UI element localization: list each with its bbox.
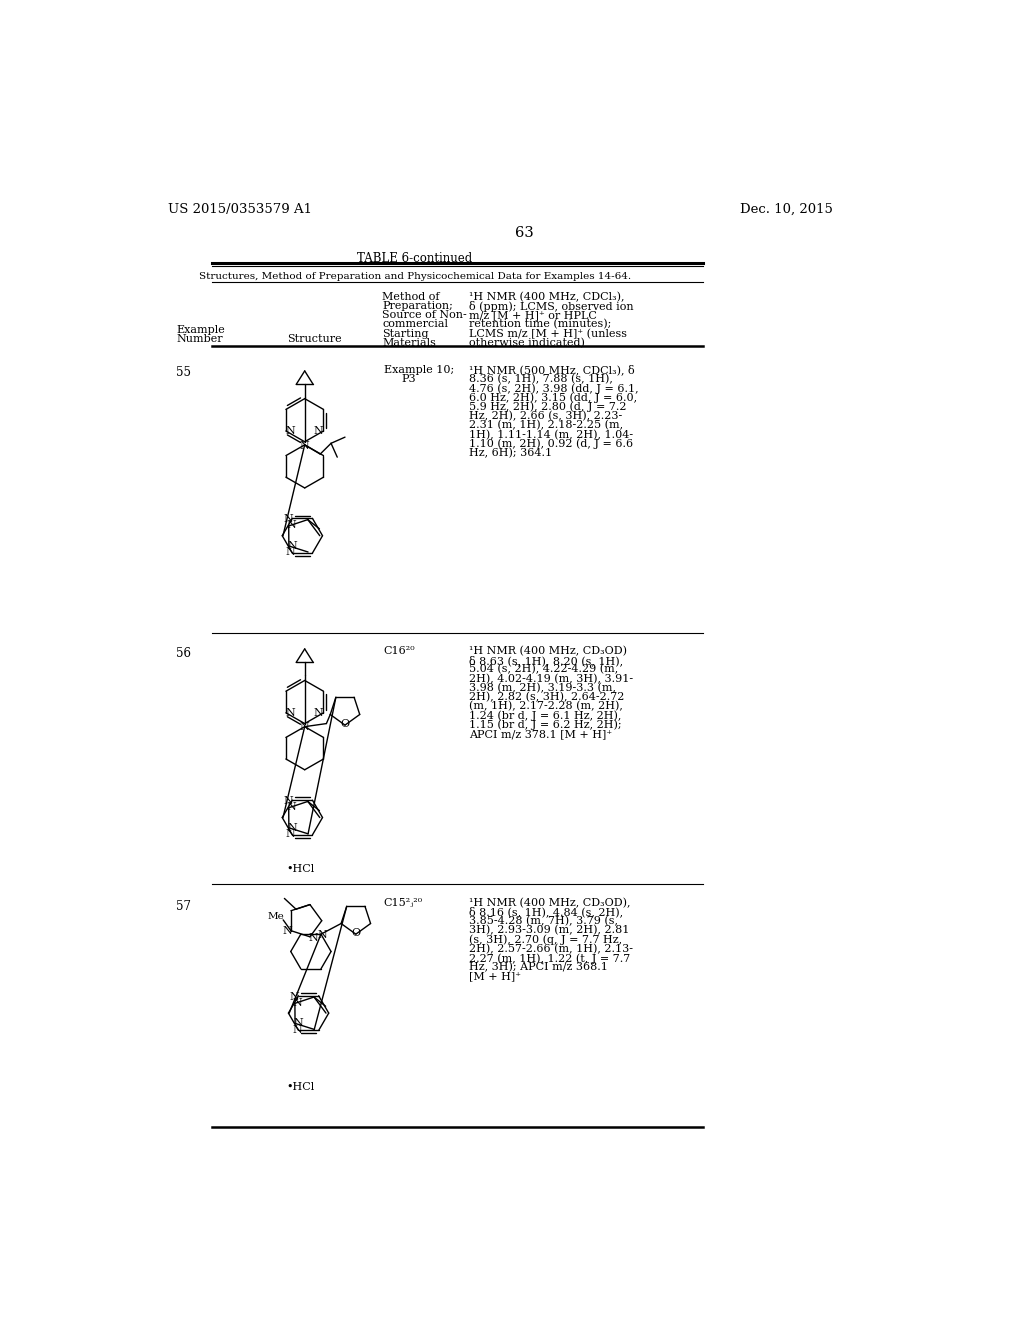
Text: N: N	[317, 929, 328, 940]
Text: Dec. 10, 2015: Dec. 10, 2015	[740, 203, 834, 216]
Text: 2H), 2.82 (s, 3H), 2.64-2.72: 2H), 2.82 (s, 3H), 2.64-2.72	[469, 692, 625, 702]
Text: [M + H]⁺: [M + H]⁺	[469, 972, 521, 982]
Text: 63: 63	[515, 226, 535, 240]
Text: 8.36 (s, 1H), 7.88 (s, 1H),: 8.36 (s, 1H), 7.88 (s, 1H),	[469, 374, 613, 384]
Text: 1.15 (br d, J = 6.2 Hz, 2H);: 1.15 (br d, J = 6.2 Hz, 2H);	[469, 719, 622, 730]
Text: 4.76 (s, 2H), 3.98 (dd, J = 6.1,: 4.76 (s, 2H), 3.98 (dd, J = 6.1,	[469, 383, 639, 393]
Text: δ 8.16 (s, 1H), 4.84 (s, 2H),: δ 8.16 (s, 1H), 4.84 (s, 2H),	[469, 907, 624, 917]
Text: ¹H NMR (400 MHz, CD₃OD): ¹H NMR (400 MHz, CD₃OD)	[469, 645, 627, 656]
Text: (m, 1H), 2.17-2.28 (m, 2H),: (m, 1H), 2.17-2.28 (m, 2H),	[469, 701, 623, 711]
Text: ¹H NMR (400 MHz, CDCl₃),: ¹H NMR (400 MHz, CDCl₃),	[469, 292, 625, 302]
Text: Number: Number	[176, 334, 222, 345]
Text: N: N	[300, 441, 309, 450]
Text: Example: Example	[176, 325, 225, 335]
Text: 3.85-4.28 (m, 7H), 3.79 (s,: 3.85-4.28 (m, 7H), 3.79 (s,	[469, 916, 618, 927]
Text: N: N	[286, 426, 296, 436]
Text: ¹H NMR (400 MHz, CD₃OD),: ¹H NMR (400 MHz, CD₃OD),	[469, 898, 631, 908]
Text: Preparation;: Preparation;	[382, 301, 453, 310]
Text: 55: 55	[176, 367, 191, 379]
Text: 1.10 (m, 2H), 0.92 (d, J = 6.6: 1.10 (m, 2H), 0.92 (d, J = 6.6	[469, 438, 633, 449]
Text: US 2015/0353579 A1: US 2015/0353579 A1	[168, 203, 312, 216]
Text: retention time (minutes);: retention time (minutes);	[469, 319, 611, 330]
Text: 6.0 Hz, 2H), 3.15 (dd, J = 6.0,: 6.0 Hz, 2H), 3.15 (dd, J = 6.0,	[469, 392, 637, 403]
Text: Structure: Structure	[287, 334, 341, 345]
Text: 2.31 (m, 1H), 2.18-2.25 (m,: 2.31 (m, 1H), 2.18-2.25 (m,	[469, 420, 624, 430]
Text: otherwise indicated): otherwise indicated)	[469, 338, 585, 348]
Text: Hz, 2H), 2.66 (s, 3H), 2.23-: Hz, 2H), 2.66 (s, 3H), 2.23-	[469, 411, 623, 421]
Text: 2.27 (m, 1H), 1.22 (t, J = 7.7: 2.27 (m, 1H), 1.22 (t, J = 7.7	[469, 953, 630, 964]
Text: Materials: Materials	[382, 338, 436, 347]
Text: N: N	[292, 998, 302, 1007]
Text: Me: Me	[267, 912, 284, 920]
Text: N: N	[314, 426, 324, 436]
Text: 57: 57	[176, 900, 191, 913]
Text: 2H), 4.02-4.19 (m, 3H), 3.91-: 2H), 4.02-4.19 (m, 3H), 3.91-	[469, 673, 633, 684]
Text: N: N	[286, 708, 296, 718]
Text: commercial: commercial	[382, 319, 449, 329]
Text: Starting: Starting	[382, 329, 429, 338]
Text: N: N	[284, 796, 293, 807]
Text: N: N	[314, 708, 324, 718]
Text: N: N	[286, 829, 296, 840]
Text: N: N	[287, 541, 297, 550]
Text: O: O	[351, 928, 360, 939]
Text: Method of: Method of	[382, 292, 439, 301]
Text: Hz, 3H); APCI m/z 368.1: Hz, 3H); APCI m/z 368.1	[469, 962, 608, 973]
Text: 1H), 1.11-1.14 (m, 2H), 1.04-: 1H), 1.11-1.14 (m, 2H), 1.04-	[469, 429, 633, 440]
Text: N: N	[283, 927, 292, 936]
Text: •HCl: •HCl	[286, 863, 314, 874]
Text: •HCl: •HCl	[286, 1082, 314, 1093]
Text: 3.98 (m, 2H), 3.19-3.3 (m,: 3.98 (m, 2H), 3.19-3.3 (m,	[469, 682, 616, 693]
Text: TABLE 6-continued: TABLE 6-continued	[357, 252, 472, 265]
Text: N: N	[286, 548, 296, 557]
Text: N: N	[286, 803, 296, 812]
Text: Structures, Method of Preparation and Physicochemical Data for Examples 14-64.: Structures, Method of Preparation and Ph…	[199, 272, 631, 281]
Text: Example 10;: Example 10;	[384, 364, 454, 375]
Text: C16²⁰: C16²⁰	[384, 645, 416, 656]
Text: 5.9 Hz, 2H), 2.80 (d, J = 7.2: 5.9 Hz, 2H), 2.80 (d, J = 7.2	[469, 401, 627, 412]
Text: Hz, 6H); 364.1: Hz, 6H); 364.1	[469, 447, 552, 458]
Text: ¹H NMR (500 MHz, CDCl₃), δ: ¹H NMR (500 MHz, CDCl₃), δ	[469, 364, 635, 376]
Text: O: O	[340, 719, 349, 730]
Text: N: N	[293, 1018, 303, 1028]
Text: 2H), 2.57-2.66 (m, 1H), 2.13-: 2H), 2.57-2.66 (m, 1H), 2.13-	[469, 944, 633, 954]
Text: N: N	[286, 520, 296, 531]
Text: m/z [M + H]⁺ or HPLC: m/z [M + H]⁺ or HPLC	[469, 310, 597, 319]
Text: 5.04 (s, 2H), 4.22-4.29 (m,: 5.04 (s, 2H), 4.22-4.29 (m,	[469, 664, 618, 675]
Text: 1.24 (br d, J = 6.1 Hz, 2H),: 1.24 (br d, J = 6.1 Hz, 2H),	[469, 710, 622, 721]
Text: 56: 56	[176, 647, 191, 660]
Text: P3: P3	[401, 374, 416, 384]
Text: N: N	[284, 513, 293, 524]
Text: N: N	[300, 722, 309, 733]
Text: N: N	[308, 933, 317, 942]
Text: C15²ⱼ²⁰: C15²ⱼ²⁰	[384, 898, 423, 908]
Text: Source of Non-: Source of Non-	[382, 310, 467, 319]
Text: LCMS m/z [M + H]⁺ (unless: LCMS m/z [M + H]⁺ (unless	[469, 329, 627, 339]
Text: δ 8.63 (s, 1H), 8.20 (s, 1H),: δ 8.63 (s, 1H), 8.20 (s, 1H),	[469, 655, 624, 665]
Text: (s, 3H), 2.70 (q, J = 7.7 Hz,: (s, 3H), 2.70 (q, J = 7.7 Hz,	[469, 935, 623, 945]
Text: δ (ppm); LCMS, observed ion: δ (ppm); LCMS, observed ion	[469, 301, 634, 312]
Text: 3H), 2.93-3.09 (m, 2H), 2.81: 3H), 2.93-3.09 (m, 2H), 2.81	[469, 925, 630, 936]
Text: N: N	[292, 1024, 302, 1035]
Text: APCI m/z 378.1 [M + H]⁺: APCI m/z 378.1 [M + H]⁺	[469, 729, 612, 739]
Text: N: N	[287, 822, 297, 833]
Text: N: N	[290, 991, 299, 1002]
